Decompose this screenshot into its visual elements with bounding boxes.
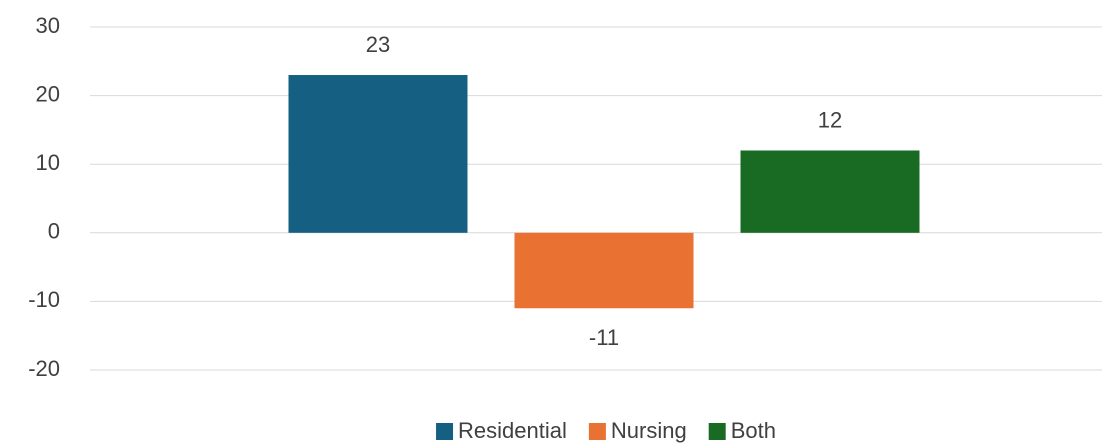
bar [514, 232, 694, 309]
bar [740, 150, 920, 233]
y-tick-label: 30 [36, 13, 60, 38]
legend-label: Both [731, 418, 776, 443]
y-tick-label: 20 [36, 81, 60, 106]
data-label: 23 [366, 32, 390, 57]
bar [288, 75, 468, 233]
y-tick-label: -10 [28, 287, 60, 312]
data-label: -11 [589, 325, 619, 350]
y-tick-label: 10 [36, 150, 60, 175]
legend-swatch [588, 423, 606, 440]
legend-swatch [708, 423, 726, 440]
legend-label: Residential [458, 418, 567, 443]
data-label: 12 [818, 107, 842, 132]
y-tick-label: -20 [28, 356, 60, 381]
legend-label: Nursing [611, 418, 687, 443]
legend-swatch [436, 423, 454, 440]
y-tick-label: 0 [48, 219, 60, 244]
